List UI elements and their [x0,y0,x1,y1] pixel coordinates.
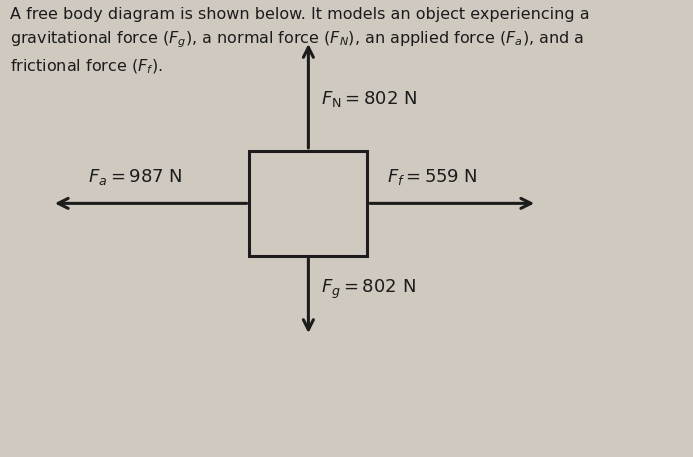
Text: $F_{a}= 987\ \mathrm{N}$: $F_{a}= 987\ \mathrm{N}$ [87,167,182,187]
Text: A free body diagram is shown below. It models an object experiencing a
gravitati: A free body diagram is shown below. It m… [10,7,590,76]
Bar [249,151,367,256]
Text: $F_{\mathrm{N}}= 802\ \mathrm{N}$: $F_{\mathrm{N}}= 802\ \mathrm{N}$ [321,89,417,109]
Text: $F_{g}= 802\ \mathrm{N}$: $F_{g}= 802\ \mathrm{N}$ [321,278,416,301]
Text: $F_{f}= 559\ \mathrm{N}$: $F_{f}= 559\ \mathrm{N}$ [387,167,477,187]
